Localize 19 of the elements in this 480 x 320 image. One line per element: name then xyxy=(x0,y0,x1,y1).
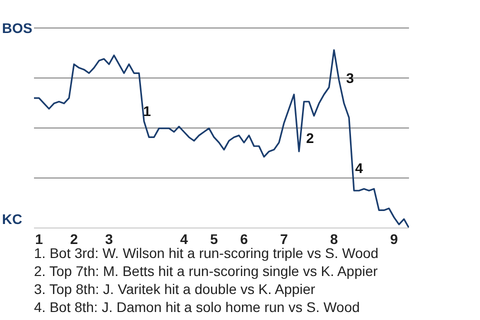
annotation: 1 xyxy=(143,103,152,119)
annotation: 4 xyxy=(355,160,364,176)
x-tick-label: 7 xyxy=(280,230,288,247)
annotation: 2 xyxy=(306,130,314,146)
annotation: 3 xyxy=(346,70,354,86)
x-tick-label: 2 xyxy=(70,230,78,247)
x-tick-label: 8 xyxy=(330,230,338,247)
text: KC xyxy=(2,211,22,227)
x-tick-label: 5 xyxy=(210,230,218,247)
text: BOS xyxy=(2,20,32,36)
x-tick-label: 3 xyxy=(105,230,114,247)
x-tick-label: 1 xyxy=(35,230,44,247)
x-tick-label: 9 xyxy=(390,230,398,247)
text: 3. Top 8th: J. Varitek hit a double vs K. Appier xyxy=(34,280,316,298)
text: 2. Top 7th: M. Betts hit a run-scoring single vs K. Appier xyxy=(34,262,378,280)
x-tick-label: 6 xyxy=(240,230,248,247)
text: 1. Bot 3rd: W. Wilson hit a run-scoring triple vs S. Wood xyxy=(34,244,378,262)
x-tick-label: 4 xyxy=(180,230,188,247)
text: 4. Bot 8th: J. Damon hit a solo home run vs S. Wood xyxy=(34,298,361,316)
